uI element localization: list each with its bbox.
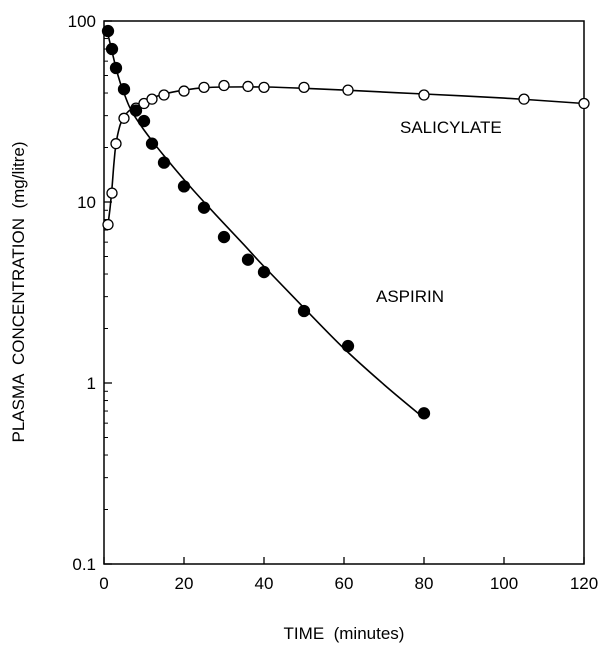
aspirin-point	[105, 42, 119, 56]
y-tick-label: 0.1	[72, 555, 96, 574]
x-tick-label: 0	[99, 574, 108, 593]
salicylate-point	[110, 138, 122, 150]
data-points	[101, 24, 590, 420]
aspirin-point	[417, 407, 431, 420]
x-tick-label: 40	[255, 574, 274, 593]
x-tick-label: 100	[490, 574, 518, 593]
aspirin-point	[217, 230, 231, 244]
aspirin-point	[145, 137, 159, 150]
aspirin-point	[197, 201, 211, 214]
aspirin-point	[109, 61, 123, 75]
y-tick-label: 1	[87, 374, 96, 393]
salicylate-point	[102, 218, 114, 231]
salicylate-point	[198, 81, 210, 93]
salicylate-point	[158, 89, 170, 101]
x-tick-label: 20	[175, 574, 194, 593]
salicylate-point	[178, 85, 190, 97]
salicylate-point	[298, 81, 310, 93]
salicylate-curve	[107, 86, 585, 225]
aspirin-point	[257, 265, 271, 279]
salicylate-point	[578, 97, 590, 110]
salicylate-point	[258, 81, 270, 93]
aspirin-point	[129, 104, 143, 117]
salicylate-point	[242, 80, 254, 93]
y-axis: 0.1 1 10 100	[68, 12, 112, 574]
aspirin-point	[297, 304, 311, 318]
salicylate-point	[106, 187, 118, 199]
y-axis-label: PLASMA CONCENTRATION (mg/litre)	[9, 142, 28, 443]
y-tick-label: 10	[77, 193, 96, 212]
aspirin-point	[157, 156, 171, 169]
aspirin-point	[177, 180, 191, 193]
aspirin-label: ASPIRIN	[376, 287, 444, 306]
x-tick-label: 80	[415, 574, 434, 593]
salicylate-point	[418, 89, 430, 101]
salicylate-point	[118, 112, 130, 124]
salicylate-label: SALICYLATE	[400, 118, 502, 137]
aspirin-curve	[107, 34, 425, 419]
x-tick-label: 120	[570, 574, 598, 593]
aspirin-point	[137, 114, 151, 128]
x-tick-label: 60	[335, 574, 354, 593]
salicylate-point	[218, 79, 230, 92]
salicylate-point	[146, 93, 158, 105]
salicylate-point	[518, 93, 530, 105]
x-axis: 0 20 40 60 80 100 120	[99, 557, 598, 593]
plot-frame	[103, 20, 585, 565]
x-axis-label: TIME (minutes)	[284, 624, 405, 643]
aspirin-point	[101, 24, 115, 38]
y-tick-label: 100	[68, 12, 96, 31]
aspirin-point	[241, 253, 255, 266]
salicylate-point	[342, 84, 354, 96]
aspirin-point	[117, 83, 131, 96]
aspirin-point	[341, 339, 355, 353]
